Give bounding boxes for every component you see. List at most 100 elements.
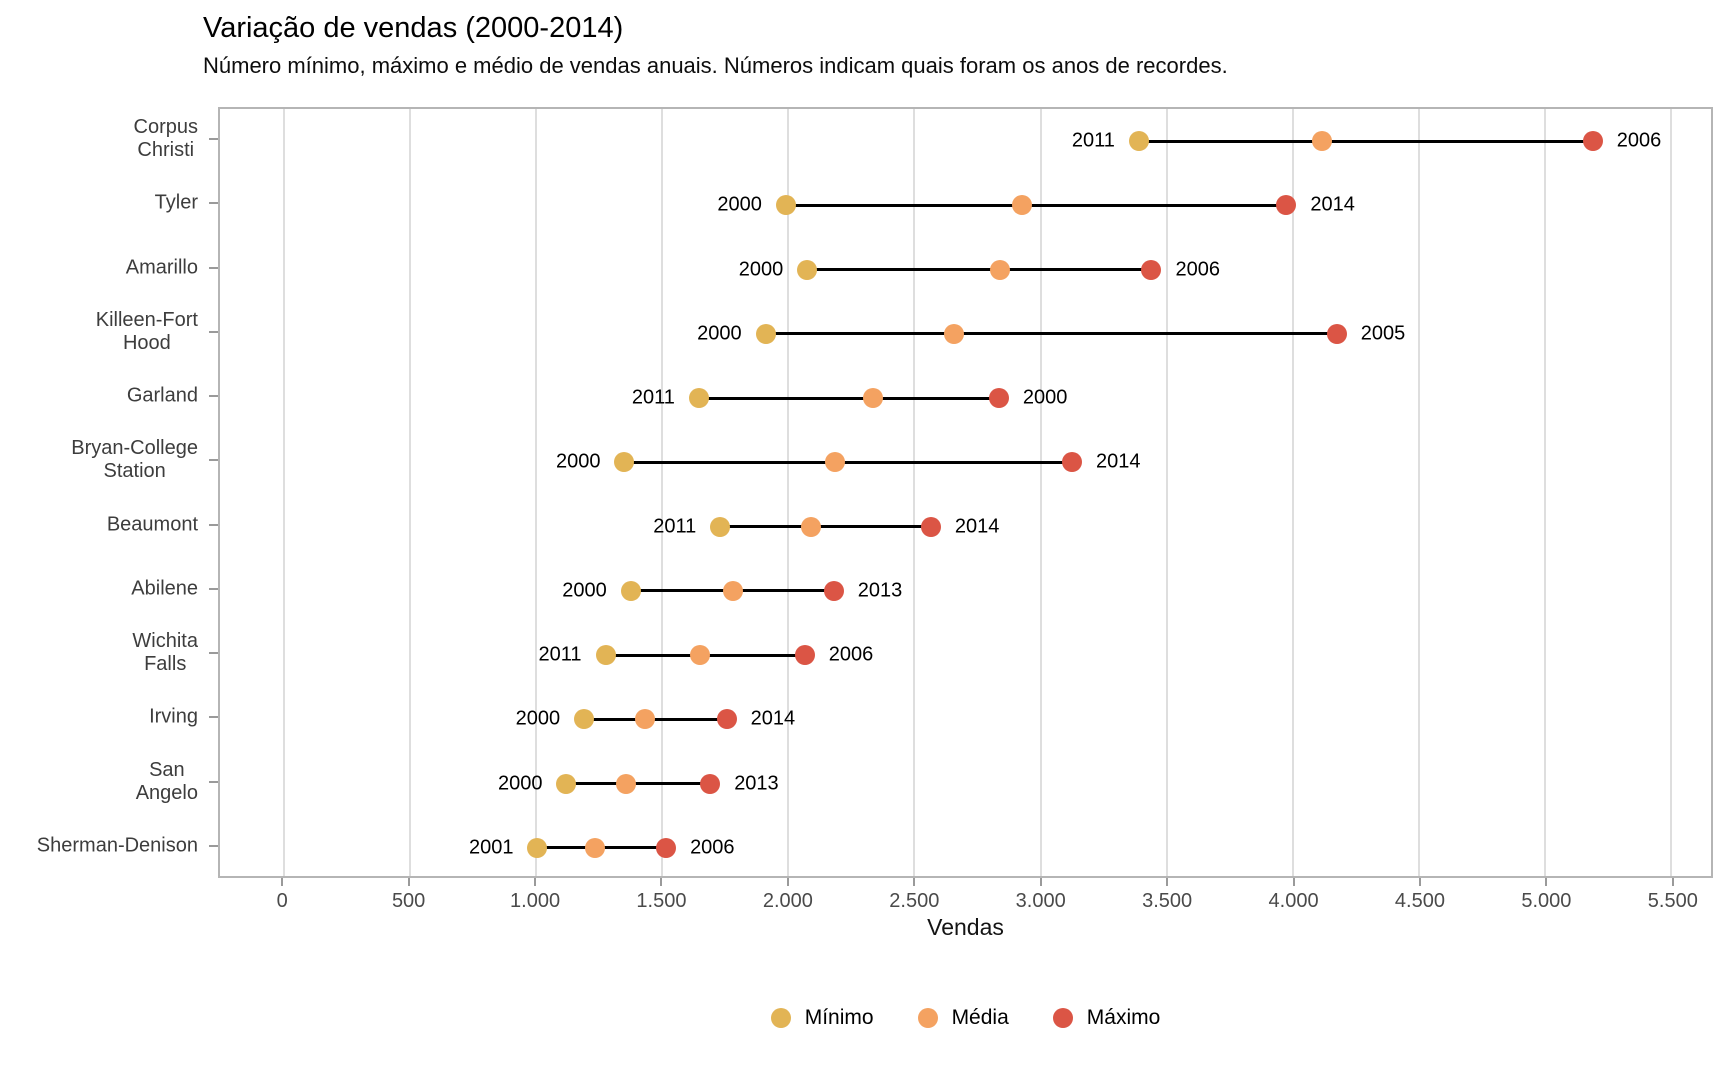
x-axis-title: Vendas bbox=[927, 914, 1004, 940]
x-tick-label: 2.000 bbox=[762, 890, 813, 912]
min-year-label: 2000 bbox=[697, 322, 742, 345]
max-dot bbox=[716, 709, 737, 730]
max-year-label: 2005 bbox=[1360, 322, 1406, 345]
range-connector bbox=[720, 525, 931, 529]
x-tick-mark bbox=[1292, 878, 1295, 886]
legend-label: Máximo bbox=[1086, 1006, 1161, 1029]
mean-dot bbox=[585, 837, 606, 858]
max-year-label: 2014 bbox=[954, 515, 1000, 538]
x-tick-label: 500 bbox=[391, 890, 426, 912]
x-gridline bbox=[913, 109, 916, 876]
x-gridline bbox=[409, 109, 412, 876]
y-tick-mark bbox=[209, 459, 218, 462]
x-tick-mark bbox=[660, 878, 663, 886]
x-tick-mark bbox=[1545, 878, 1548, 886]
min-dot bbox=[527, 837, 548, 858]
x-tick-mark bbox=[1039, 878, 1042, 886]
max-dot bbox=[920, 516, 941, 537]
chart-subtitle: Número mínimo, máximo e médio de vendas … bbox=[203, 53, 1228, 78]
min-dot bbox=[688, 388, 709, 409]
min-dot bbox=[775, 195, 796, 216]
range-connector bbox=[584, 717, 727, 721]
min-year-label: 2000 bbox=[562, 579, 607, 602]
max-year-label: 2014 bbox=[1310, 193, 1355, 216]
y-axis-label: Beaumont bbox=[106, 513, 198, 536]
legend-label: Mínimo bbox=[804, 1006, 874, 1029]
y-axis-label: Tyler bbox=[154, 191, 198, 214]
x-tick-mark bbox=[281, 878, 284, 886]
range-connector bbox=[765, 332, 1337, 336]
x-gridline bbox=[661, 109, 664, 876]
x-gridline bbox=[787, 109, 790, 876]
max-year-label: 2013 bbox=[734, 772, 779, 795]
min-year-label: 2011 bbox=[631, 386, 675, 409]
min-year-label: 2000 bbox=[555, 450, 601, 473]
mean-dot bbox=[722, 580, 743, 601]
min-dot bbox=[556, 773, 577, 794]
y-axis-label: Abilene bbox=[131, 577, 198, 600]
max-year-label: 2006 bbox=[1175, 258, 1220, 281]
min-dot bbox=[797, 259, 818, 280]
y-axis-label: Wichita Falls bbox=[132, 630, 198, 676]
mean-dot bbox=[1011, 195, 1032, 216]
min-dot bbox=[755, 323, 776, 344]
x-gridline bbox=[1165, 109, 1168, 876]
y-tick-mark bbox=[209, 395, 218, 398]
legend-label: Média bbox=[951, 1006, 1009, 1029]
mean-dot bbox=[825, 452, 845, 473]
min-year-label: 2000 bbox=[497, 772, 543, 795]
range-connector bbox=[785, 203, 1287, 207]
y-tick-mark bbox=[209, 587, 218, 590]
legend: Mínimo Média Máximo bbox=[218, 998, 1713, 1038]
legend-item: Máximo bbox=[1052, 1006, 1161, 1030]
max-dot bbox=[1326, 323, 1347, 344]
mean-dot bbox=[943, 323, 964, 344]
x-tick-label: 1.500 bbox=[636, 890, 687, 912]
mean-dot bbox=[690, 645, 711, 666]
max-year-label: 2014 bbox=[750, 707, 796, 730]
range-connector bbox=[566, 782, 711, 786]
x-tick-label: 4.000 bbox=[1268, 890, 1319, 912]
y-axis-label: Irving bbox=[149, 705, 198, 728]
x-tick-mark bbox=[1418, 878, 1421, 886]
range-connector bbox=[698, 396, 999, 400]
x-tick-mark bbox=[1166, 878, 1169, 886]
min-dot bbox=[620, 580, 641, 601]
y-axis-label: San Angelo bbox=[135, 758, 198, 804]
x-gridline bbox=[1039, 109, 1042, 876]
min-year-label: 2001 bbox=[468, 836, 514, 859]
y-axis-label: Bryan-College Station bbox=[71, 437, 198, 483]
chart-title: Variação de vendas (2000-2014) bbox=[203, 12, 624, 44]
x-tick-label: 0 bbox=[276, 890, 288, 912]
max-dot bbox=[1062, 452, 1083, 473]
x-tick-label: 5.500 bbox=[1647, 890, 1698, 912]
min-year-label: 2000 bbox=[515, 707, 561, 730]
max-dot bbox=[656, 837, 677, 858]
x-tick-mark bbox=[786, 878, 789, 886]
legend-dot-minimo bbox=[770, 1008, 791, 1028]
x-tick-label: 2.500 bbox=[889, 890, 940, 912]
min-year-label: 2000 bbox=[717, 193, 762, 216]
legend-dot-maximo bbox=[1052, 1008, 1073, 1028]
min-dot bbox=[710, 516, 731, 537]
mean-dot bbox=[801, 516, 822, 537]
max-dot bbox=[794, 645, 815, 666]
min-dot bbox=[614, 452, 635, 473]
min-dot bbox=[574, 709, 595, 730]
mean-dot bbox=[862, 388, 883, 409]
min-year-label: 2011 bbox=[653, 515, 697, 538]
min-year-label: 2000 bbox=[738, 258, 784, 281]
x-gridline bbox=[283, 109, 286, 876]
legend-dot-media bbox=[917, 1008, 938, 1028]
x-tick-label: 3.500 bbox=[1142, 890, 1193, 912]
y-tick-mark bbox=[209, 266, 218, 269]
max-year-label: 2000 bbox=[1022, 386, 1068, 409]
y-tick-mark bbox=[209, 202, 218, 205]
mean-dot bbox=[990, 259, 1011, 280]
max-year-label: 2006 bbox=[690, 836, 735, 859]
max-year-label: 2006 bbox=[828, 643, 874, 666]
min-year-label: 2011 bbox=[1071, 129, 1115, 152]
y-tick-mark bbox=[209, 716, 218, 719]
y-tick-mark bbox=[209, 523, 218, 526]
